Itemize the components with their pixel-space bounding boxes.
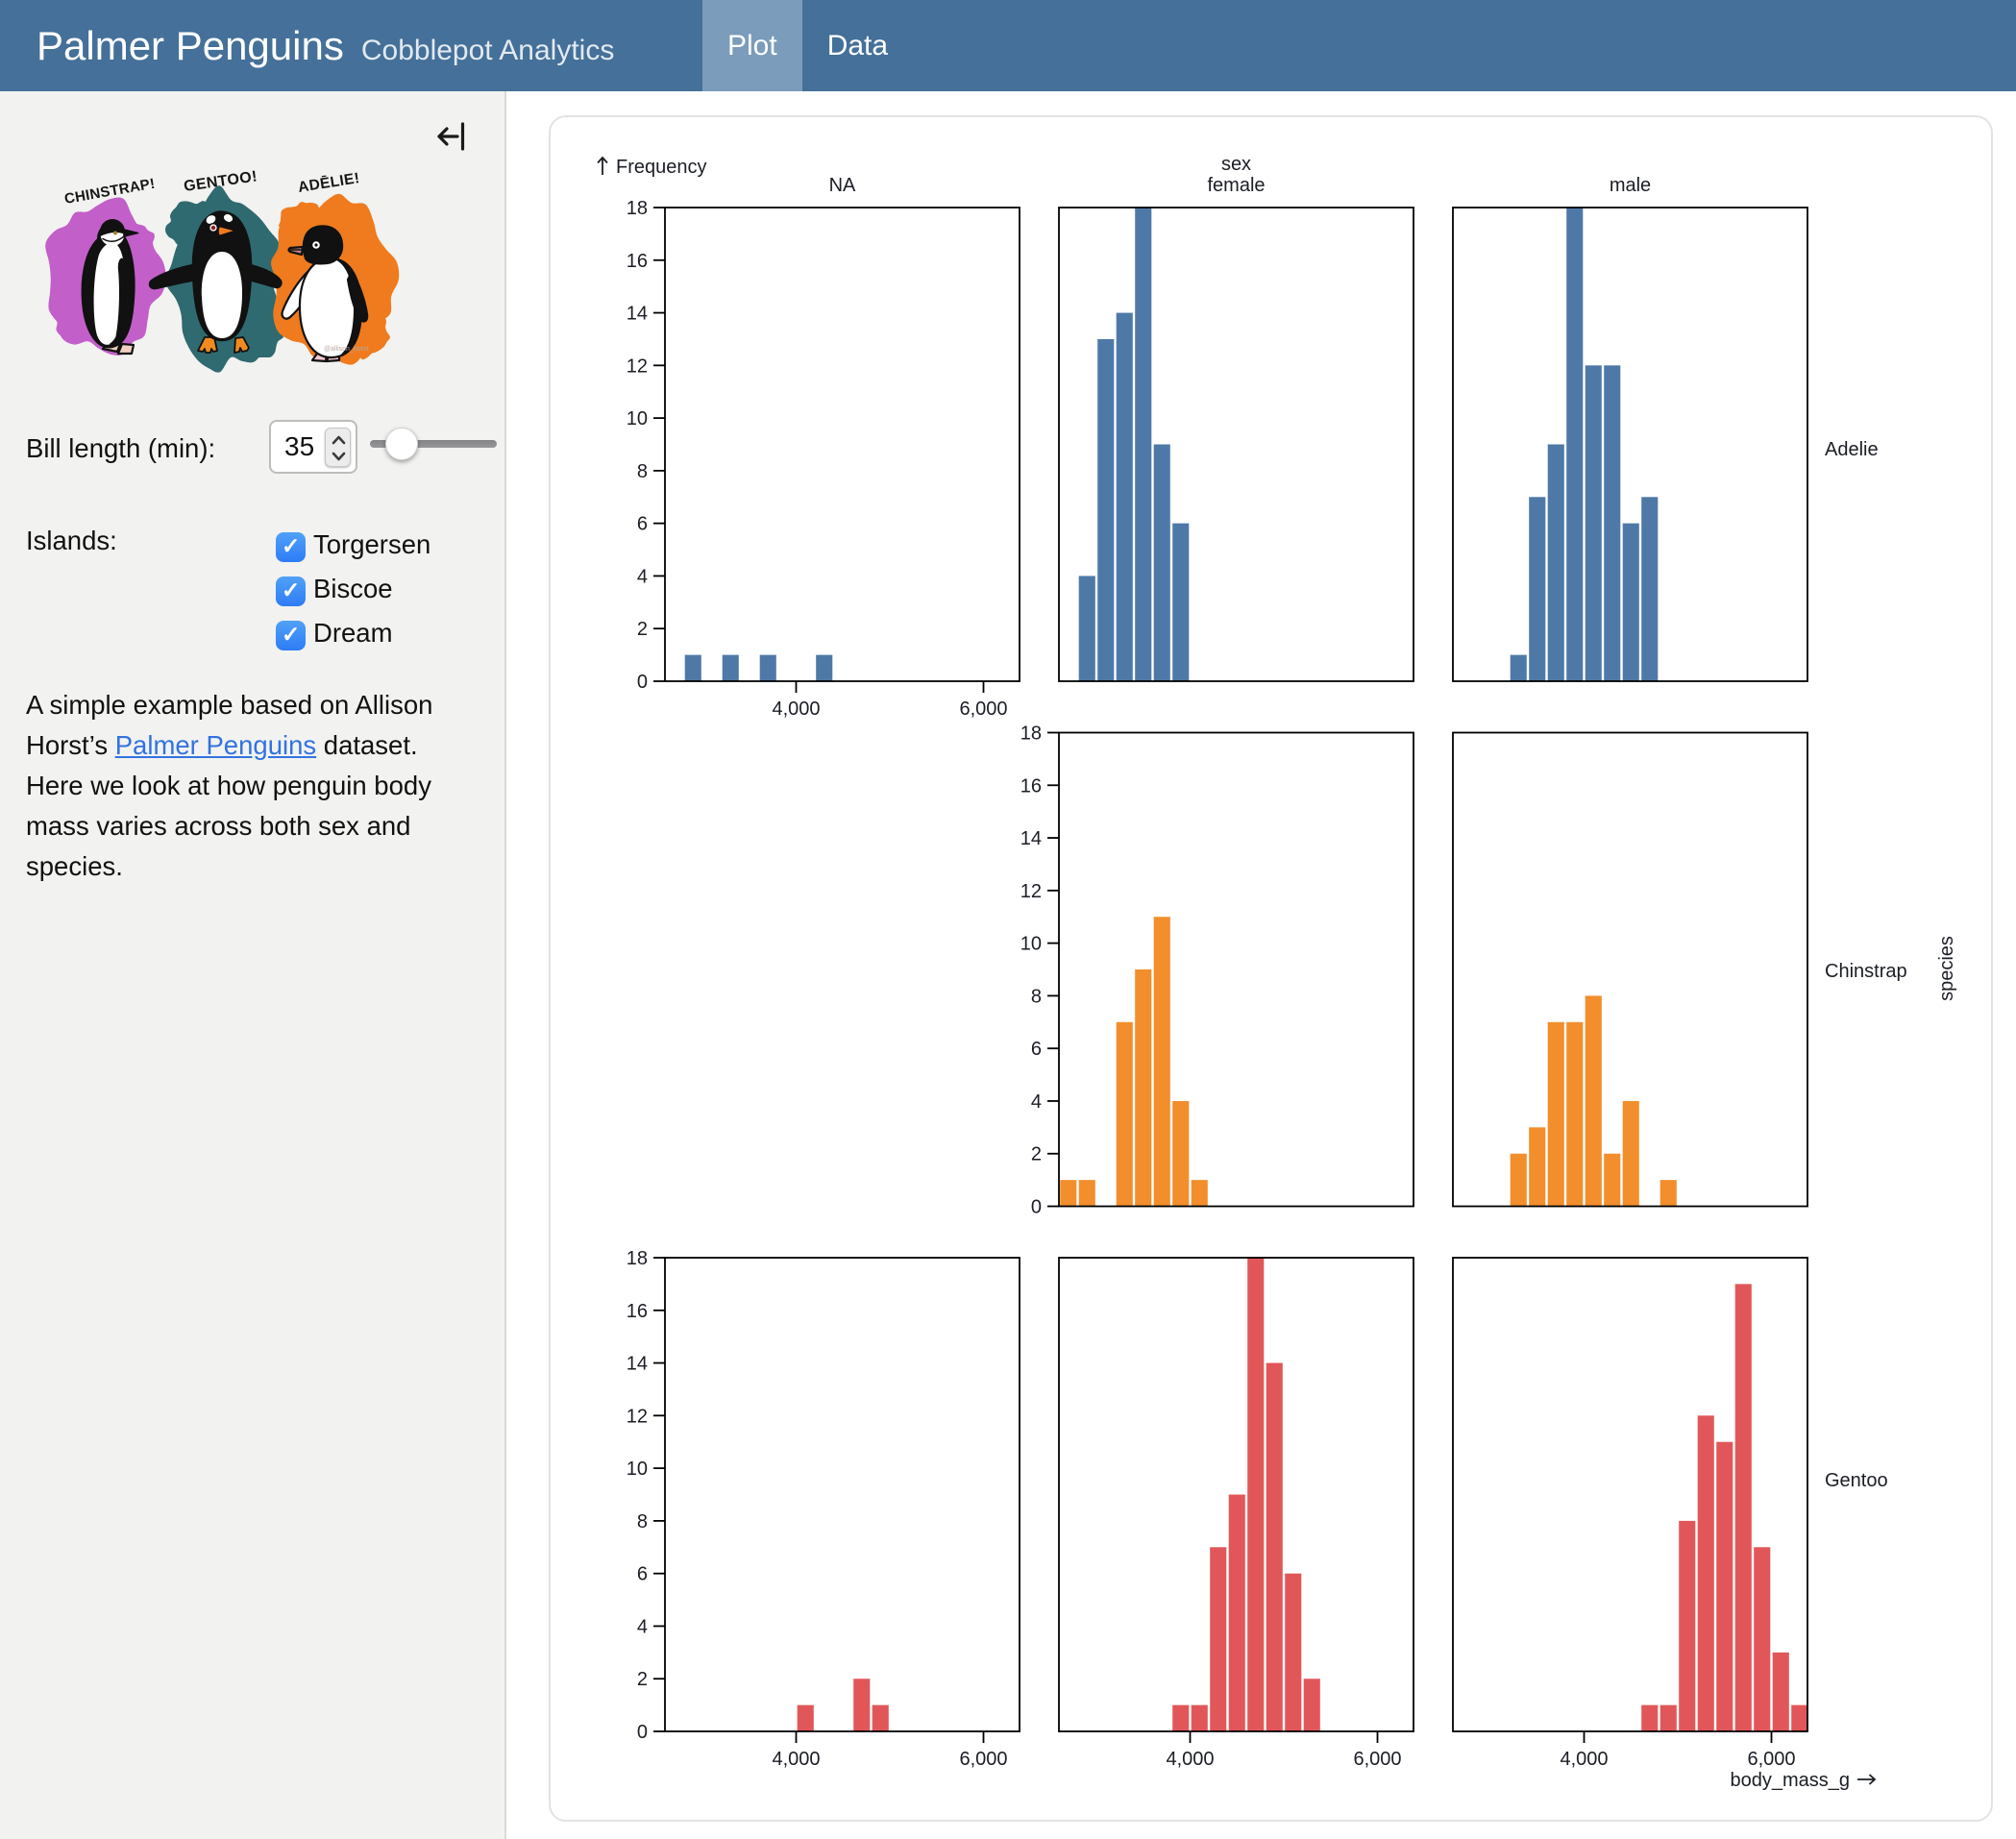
svg-text:2: 2 <box>1031 1144 1042 1165</box>
svg-text:Adelie: Adelie <box>1825 439 1879 460</box>
svg-text:6,000: 6,000 <box>959 1749 1007 1770</box>
svg-text:16: 16 <box>627 251 648 272</box>
svg-text:2: 2 <box>637 619 648 640</box>
svg-text:12: 12 <box>627 1406 648 1427</box>
svg-text:Chinstrap: Chinstrap <box>1825 961 1907 982</box>
svg-text:sex: sex <box>1221 154 1251 175</box>
svg-text:10: 10 <box>627 408 648 429</box>
svg-text:Frequency: Frequency <box>616 157 707 178</box>
svg-text:body_mass_g: body_mass_g <box>1730 1770 1850 1791</box>
svg-text:18: 18 <box>627 198 648 219</box>
svg-text:0: 0 <box>637 1722 648 1743</box>
svg-text:12: 12 <box>627 356 648 377</box>
svg-text:4,000: 4,000 <box>772 1749 820 1770</box>
svg-text:16: 16 <box>627 1301 648 1322</box>
svg-text:6,000: 6,000 <box>1747 1749 1795 1770</box>
svg-text:4,000: 4,000 <box>772 699 820 720</box>
svg-text:0: 0 <box>1031 1197 1042 1218</box>
svg-text:@allison_horst: @allison_horst <box>324 346 368 353</box>
svg-text:6: 6 <box>1031 1039 1042 1060</box>
svg-text:6,000: 6,000 <box>1353 1749 1401 1770</box>
svg-text:female: female <box>1207 175 1265 196</box>
svg-text:male: male <box>1610 175 1651 196</box>
svg-text:8: 8 <box>637 1511 648 1532</box>
svg-text:18: 18 <box>1020 723 1042 745</box>
svg-text:Gentoo: Gentoo <box>1825 1470 1888 1491</box>
svg-text:4,000: 4,000 <box>1560 1749 1608 1770</box>
svg-text:6: 6 <box>637 1564 648 1585</box>
svg-text:6,000: 6,000 <box>959 699 1007 720</box>
svg-text:0: 0 <box>637 672 648 693</box>
svg-text:10: 10 <box>1020 934 1042 955</box>
svg-text:4: 4 <box>1031 1091 1042 1113</box>
svg-text:8: 8 <box>1031 986 1042 1007</box>
svg-text:16: 16 <box>1020 775 1042 797</box>
svg-text:4: 4 <box>637 566 648 587</box>
svg-text:4,000: 4,000 <box>1166 1749 1214 1770</box>
svg-text:10: 10 <box>627 1459 648 1480</box>
svg-text:ADĒLIE!: ADĒLIE! <box>297 170 361 196</box>
svg-text:2: 2 <box>637 1669 648 1690</box>
svg-text:14: 14 <box>627 304 648 325</box>
svg-text:8: 8 <box>637 461 648 482</box>
svg-text:NA: NA <box>829 175 856 196</box>
svg-text:18: 18 <box>627 1248 648 1269</box>
svg-text:6: 6 <box>637 514 648 535</box>
svg-text:14: 14 <box>1020 828 1042 849</box>
svg-text:12: 12 <box>1020 881 1042 902</box>
svg-text:4: 4 <box>637 1616 648 1637</box>
svg-text:14: 14 <box>627 1354 648 1375</box>
svg-text:species: species <box>1936 936 1957 1001</box>
